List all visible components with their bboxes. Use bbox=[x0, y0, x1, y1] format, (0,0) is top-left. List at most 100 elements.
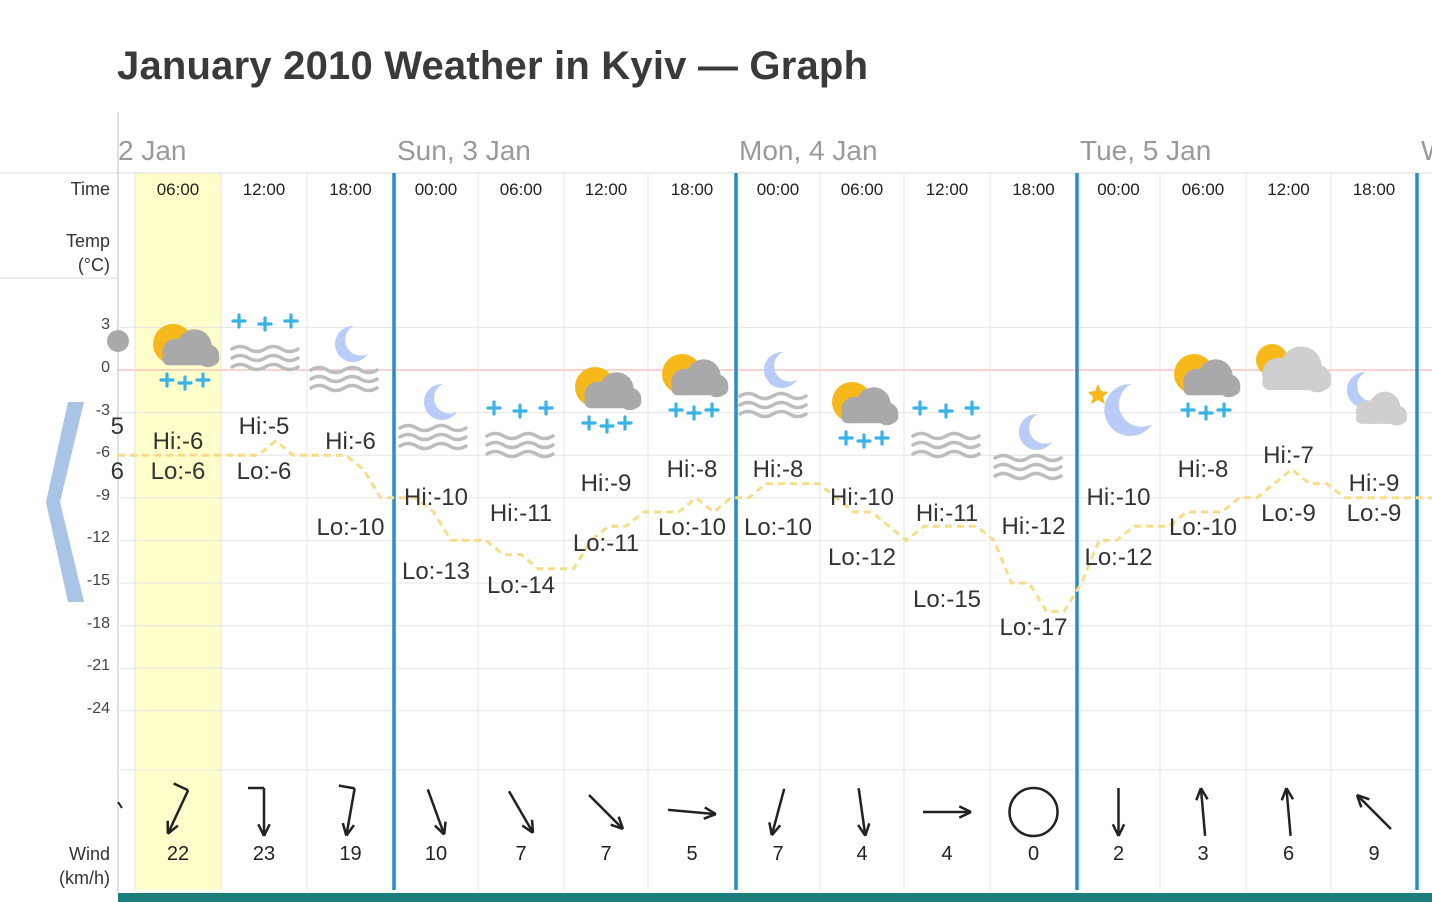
row-label-temp-unit: (°C) bbox=[77, 255, 110, 275]
day-label: Sun, 3 Jan bbox=[397, 135, 531, 166]
page-title: January 2010 Weather in Kyiv — Graph bbox=[117, 44, 869, 88]
moon-fog-icon bbox=[738, 351, 808, 419]
fog-snow-icon bbox=[485, 400, 555, 459]
bottom-scrollbar[interactable] bbox=[118, 893, 1432, 902]
hi-temp-label: Hi:-9 bbox=[580, 470, 632, 497]
lo-temp-label: Lo:-9 bbox=[1261, 500, 1316, 527]
hi-temp-label: Hi:-8 bbox=[1177, 456, 1229, 483]
wind-arrow-icon bbox=[1195, 787, 1209, 837]
hi-temp-label: Hi:-8 bbox=[666, 456, 718, 483]
time-label: 12:00 bbox=[242, 180, 286, 199]
wind-arrow-icon bbox=[1280, 787, 1295, 837]
partly-sunny-snow-icon bbox=[662, 354, 729, 421]
moon-fog-icon bbox=[398, 383, 468, 451]
day-label: 2 Jan bbox=[118, 135, 187, 166]
time-label: 18:00 bbox=[670, 180, 714, 199]
time-label: 12:00 bbox=[584, 180, 628, 199]
y-tick-label: -6 bbox=[95, 444, 110, 462]
wind-arrow-icon bbox=[248, 786, 271, 837]
lo-temp-label: Lo:-13 bbox=[401, 558, 471, 585]
partial-lo-label: 6 bbox=[110, 458, 124, 485]
prev-arrow-icon[interactable] bbox=[46, 402, 86, 602]
hi-temp-label: Hi:-5 bbox=[238, 413, 290, 440]
moon-star-icon bbox=[1088, 383, 1152, 436]
time-label: 00:00 bbox=[1097, 180, 1140, 199]
time-label: 06:00 bbox=[156, 180, 200, 199]
small-arrow-icon bbox=[117, 801, 123, 809]
y-tick-label: -24 bbox=[86, 699, 110, 717]
lo-temp-label: Lo:-9 bbox=[1346, 500, 1402, 527]
wind-arrow-icon bbox=[166, 782, 190, 835]
row-label-temp: Temp bbox=[65, 231, 110, 251]
y-tick-label: -3 bbox=[95, 401, 110, 419]
fog-snow-icon bbox=[230, 313, 300, 372]
wind-speed-value: 6 bbox=[1282, 843, 1295, 865]
lo-temp-label: Lo:-10 bbox=[316, 514, 385, 541]
lo-temp-label: Lo:-6 bbox=[236, 458, 292, 485]
wind-speed-value: 4 bbox=[856, 843, 868, 865]
wind-speed-value: 5 bbox=[686, 843, 698, 865]
lo-temp-label: Lo:-12 bbox=[1084, 544, 1153, 571]
y-tick-label: -12 bbox=[86, 529, 110, 547]
time-label: 06:00 bbox=[1181, 180, 1225, 199]
wind-arrow-icon bbox=[1008, 786, 1059, 838]
row-label-wind-unit: (km/h) bbox=[59, 868, 110, 888]
wind-speed-value: 10 bbox=[424, 843, 448, 865]
wind-arrow-icon bbox=[923, 805, 972, 819]
temperature-line bbox=[118, 439, 1432, 613]
day-label: Mon, 4 Jan bbox=[739, 135, 878, 166]
wind-arrow-icon bbox=[768, 788, 786, 836]
hi-temp-label: Hi:-11 bbox=[915, 500, 979, 527]
hi-temp-label: Hi:-10 bbox=[1086, 484, 1151, 511]
lo-temp-label: Lo:-6 bbox=[150, 458, 206, 485]
row-label-time: Time bbox=[70, 179, 110, 199]
wind-speed-value: 19 bbox=[339, 843, 362, 865]
time-label: 18:00 bbox=[1352, 180, 1396, 199]
time-label: 12:00 bbox=[1267, 180, 1310, 199]
y-tick-label: -9 bbox=[95, 486, 110, 504]
partly-sunny-snow-icon bbox=[153, 324, 220, 391]
partial-cloud-icon bbox=[107, 330, 129, 352]
hi-temp-label: Hi:-11 bbox=[489, 500, 553, 527]
y-tick-label: -18 bbox=[86, 614, 110, 632]
partly-sunny-snow-icon bbox=[832, 382, 899, 449]
partly-sunny-snow-icon bbox=[1174, 354, 1241, 421]
lo-temp-label: Lo:-10 bbox=[743, 514, 813, 541]
time-label: 18:00 bbox=[1012, 180, 1055, 199]
highlight-column bbox=[135, 173, 221, 890]
time-label: 12:00 bbox=[925, 180, 969, 199]
y-tick-label: -15 bbox=[86, 572, 110, 589]
partly-sunny-cloud-icon bbox=[1256, 344, 1332, 393]
wind-speed-value: 7 bbox=[515, 843, 527, 865]
wind-speed-value: 9 bbox=[1368, 843, 1380, 865]
wind-arrow-icon bbox=[426, 789, 447, 836]
y-tick-label: 0 bbox=[101, 359, 110, 376]
lo-temp-label: Lo:-10 bbox=[1168, 514, 1238, 541]
fog-snow-icon bbox=[911, 400, 981, 459]
wind-arrow-icon bbox=[338, 784, 356, 837]
time-label: 00:00 bbox=[414, 180, 458, 199]
partial-hi-label: 5 bbox=[110, 413, 124, 440]
hi-temp-label: Hi:-12 bbox=[1001, 513, 1066, 540]
day-label: Tue, 5 Jan bbox=[1080, 135, 1212, 166]
hi-temp-label: Hi:-10 bbox=[403, 484, 469, 511]
lo-temp-label: Lo:-10 bbox=[657, 514, 727, 541]
wind-speed-value: 23 bbox=[252, 843, 276, 865]
hi-temp-label: Hi:-6 bbox=[325, 428, 376, 455]
wind-arrow-icon bbox=[1355, 793, 1392, 830]
moon-cloud-icon bbox=[1346, 371, 1407, 426]
moon-fog-icon bbox=[993, 413, 1063, 481]
hi-temp-label: Hi:-7 bbox=[1263, 442, 1314, 469]
wind-speed-value: 7 bbox=[772, 843, 784, 865]
lo-temp-label: Lo:-12 bbox=[827, 544, 897, 571]
row-label-wind: Wind bbox=[68, 844, 110, 864]
wind-arrow-icon bbox=[667, 806, 717, 820]
moon-fog-icon bbox=[309, 325, 379, 393]
wind-arrow-icon bbox=[507, 790, 535, 834]
lo-temp-label: Lo:-11 bbox=[572, 530, 640, 557]
hi-temp-label: Hi:-8 bbox=[752, 456, 804, 483]
hi-temp-label: Hi:-10 bbox=[829, 484, 895, 511]
wind-speed-value: 7 bbox=[600, 843, 612, 865]
time-label: 00:00 bbox=[756, 180, 800, 199]
